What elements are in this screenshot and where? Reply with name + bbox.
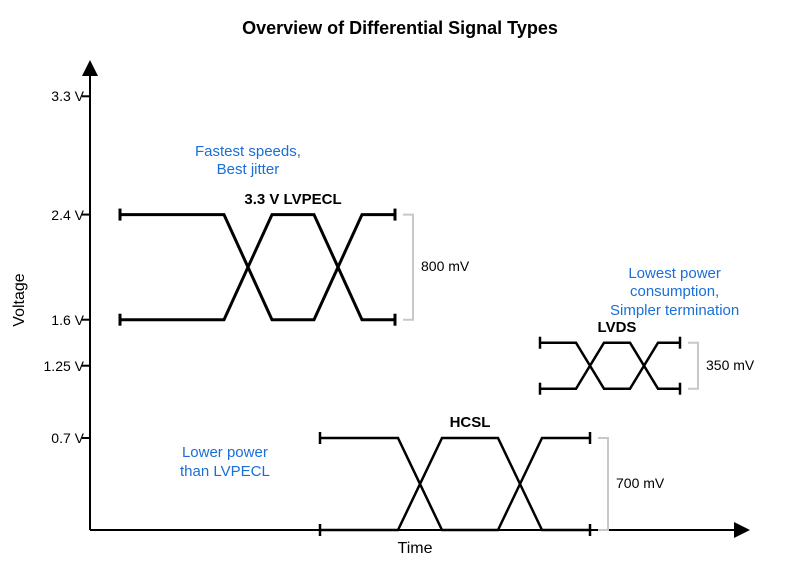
lvds-swing-label: 350 mV bbox=[706, 357, 754, 373]
y-axis-label: Voltage bbox=[11, 273, 29, 326]
hcsl-annotation: Lower power than LVPECL bbox=[180, 444, 270, 482]
plot-area: Voltage Time 0.7 V1.25 V1.6 V2.4 V3.3 V8… bbox=[90, 70, 740, 530]
y-tick-label: 2.4 V bbox=[51, 207, 90, 223]
lvds-annotation: Lowest power consumption, Simpler termin… bbox=[610, 265, 739, 321]
y-tick-label: 1.25 V bbox=[44, 358, 90, 374]
hcsl-waveform bbox=[320, 438, 590, 530]
page-title: Overview of Differential Signal Types bbox=[0, 18, 800, 39]
hcsl-bracket bbox=[598, 438, 608, 530]
lvpecl-bracket bbox=[403, 215, 413, 320]
lvds-bracket bbox=[688, 343, 698, 389]
y-tick-label: 0.7 V bbox=[51, 430, 90, 446]
x-axis-label: Time bbox=[398, 540, 433, 558]
hcsl-swing-label: 700 mV bbox=[616, 475, 664, 491]
hcsl-name: HCSL bbox=[450, 414, 491, 431]
lvds-waveform bbox=[540, 343, 680, 389]
lvpecl-annotation: Fastest speeds, Best jitter bbox=[195, 143, 301, 181]
lvds-waveform bbox=[540, 343, 680, 389]
y-tick-label: 3.3 V bbox=[51, 88, 90, 104]
lvpecl-name: 3.3 V LVPECL bbox=[244, 191, 341, 208]
lvpecl-swing-label: 800 mV bbox=[421, 258, 469, 274]
y-tick-label: 1.6 V bbox=[51, 312, 90, 328]
hcsl-waveform bbox=[320, 438, 590, 530]
lvds-name: LVDS bbox=[598, 319, 637, 336]
